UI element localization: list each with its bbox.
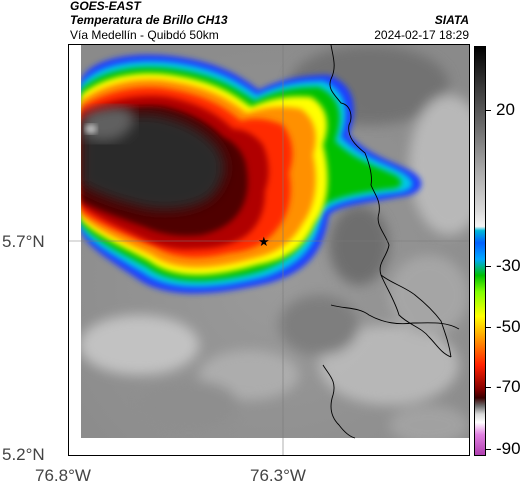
colorbar-tick-mark	[486, 327, 491, 328]
star-marker: ★	[258, 235, 270, 250]
municipal-boundary-b	[330, 304, 460, 330]
cloud-texture	[79, 45, 469, 445]
lat-tick-label: 5.7°N	[2, 232, 45, 251]
department-boundary	[329, 45, 452, 358]
satellite-map: ★	[69, 45, 469, 455]
colorbar-tick-label: -50	[496, 317, 521, 336]
region-subtitle: Vía Medellín - Quibdó 50km	[70, 28, 219, 42]
organization-label: SIATA	[434, 13, 469, 27]
map-margin	[69, 45, 81, 455]
colorbar-tick-label: -70	[496, 377, 521, 396]
colorbar-tick-label: -30	[496, 256, 521, 275]
colorbar-tick-mark	[486, 449, 491, 450]
storm-cell	[81, 54, 422, 294]
lat-tick-label: 5.2°N	[2, 445, 45, 464]
colorbar-tick-mark	[486, 110, 491, 111]
colorbar-tick-label: -90	[496, 439, 521, 458]
colorbar-tick-mark	[486, 387, 491, 388]
colorbar	[474, 46, 486, 456]
timestamp-label: 2024-02-17 18:29	[374, 28, 469, 42]
map-margin-bottom	[69, 438, 469, 455]
colorbar-tick-mark	[486, 266, 491, 267]
lon-tick-label: 76.3°W	[250, 466, 306, 485]
colorbar-tick-label: 20	[496, 100, 515, 119]
municipal-boundary-a	[380, 274, 452, 358]
lon-tick-label: 76.8°W	[35, 466, 91, 485]
product-title: Temperatura de Brillo CH13	[70, 13, 228, 27]
map-panel[interactable]: ★	[68, 44, 470, 456]
municipal-boundary-c	[322, 364, 356, 439]
satellite-name: GOES-EAST	[70, 0, 141, 13]
